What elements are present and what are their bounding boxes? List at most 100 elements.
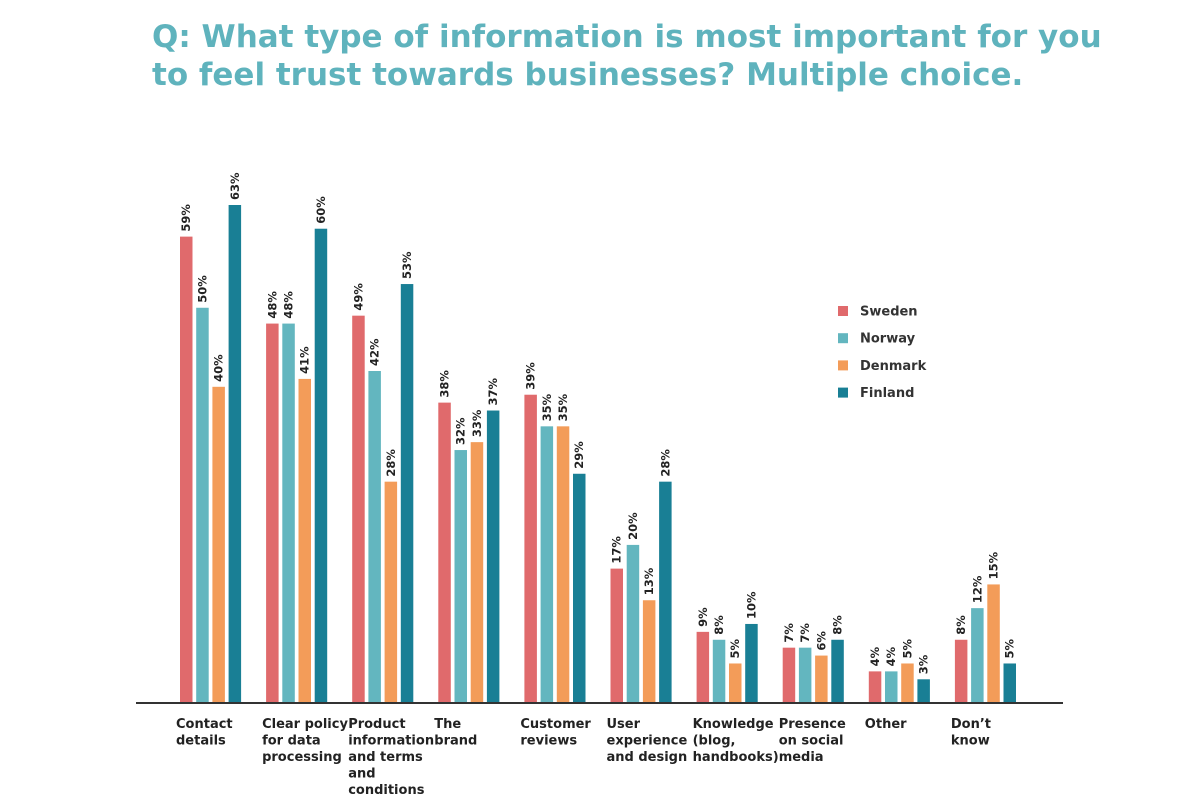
bar-denmark — [556, 426, 570, 703]
value-label-denmark: 41% — [298, 346, 312, 374]
value-label-norway: 35% — [540, 393, 554, 421]
bar-sweden — [868, 671, 882, 703]
value-label-norway: 12% — [970, 575, 984, 603]
bar-sweden — [610, 568, 623, 703]
legend-swatch-norway — [838, 333, 848, 344]
category-label: brand — [434, 734, 477, 749]
value-label-norway: 50% — [195, 275, 209, 303]
value-label-finland: 3% — [917, 654, 931, 674]
value-label-sweden: 59% — [179, 204, 193, 232]
category-label: Don’t — [951, 717, 991, 732]
bar-sweden — [266, 323, 279, 703]
category-label: Product — [348, 717, 405, 732]
bars-group — [180, 205, 1016, 703]
bar-norway — [626, 544, 640, 703]
bar-finland — [1003, 663, 1016, 703]
value-label-denmark: 5% — [728, 638, 742, 658]
category-label: Customer — [520, 717, 591, 732]
category-label: details — [176, 734, 226, 749]
category-labels-group: Contact details Clear policy for dataproces… — [176, 717, 991, 798]
bar-denmark — [729, 663, 742, 703]
bar-finland — [486, 410, 500, 703]
value-label-norway: 8% — [712, 615, 726, 635]
bar-norway — [971, 608, 984, 703]
bar-finland — [400, 284, 414, 703]
value-label-sweden: 4% — [868, 646, 882, 666]
bar-denmark — [384, 481, 398, 703]
value-label-finland: 60% — [314, 196, 328, 224]
category-label: experience — [607, 734, 688, 749]
chart-title: Q: What type of information is most impo… — [152, 18, 1152, 94]
category-label: Knowledge — [693, 717, 774, 732]
legend: Sweden Norway Denmark Finland — [838, 305, 927, 401]
bar-denmark — [212, 386, 225, 703]
category-label: conditions — [348, 783, 425, 798]
value-label-finland: 53% — [400, 251, 414, 279]
value-label-finland: 63% — [228, 172, 242, 200]
bar-norway — [368, 371, 381, 703]
value-label-sweden: 9% — [696, 607, 710, 627]
value-label-finland: 29% — [572, 441, 586, 469]
category-label: and terms — [348, 750, 423, 765]
bar-sweden — [524, 394, 537, 703]
value-label-norway: 32% — [454, 417, 468, 445]
category-label: Other — [865, 717, 907, 732]
bar-denmark — [987, 584, 1000, 703]
legend-label-norway: Norway — [860, 332, 916, 347]
category-label: and — [348, 767, 375, 782]
bar-norway — [798, 647, 812, 703]
bar-norway — [282, 323, 295, 703]
category-label: and design — [607, 750, 688, 765]
bar-norway — [885, 671, 898, 703]
value-labels-group: 59% 50% 40% 63% 48% 48% 41% 60% 49% 42% 28% 53% 38% 3… — [179, 172, 1017, 674]
bar-finland — [745, 623, 758, 703]
value-label-denmark: 28% — [384, 449, 398, 477]
legend-label-finland: Finland — [860, 386, 914, 401]
bar-sweden — [782, 647, 796, 703]
bar-denmark — [642, 600, 656, 703]
category-label: handbooks) — [693, 750, 779, 765]
bar-finland — [831, 639, 844, 703]
bar-norway — [196, 307, 209, 703]
bar-norway — [540, 426, 554, 703]
category-label: Contact — [176, 717, 233, 732]
category-label: The — [434, 717, 461, 732]
bar-finland — [314, 228, 328, 703]
value-label-norway: 42% — [368, 338, 382, 366]
category-label: on social — [779, 734, 844, 749]
value-label-sweden: 49% — [351, 283, 365, 311]
value-label-denmark: 15% — [987, 551, 1001, 579]
bar-sweden — [438, 402, 451, 703]
value-label-norway: 4% — [884, 646, 898, 666]
value-label-finland: 28% — [658, 449, 672, 477]
value-label-sweden: 38% — [438, 370, 452, 398]
category-label: reviews — [520, 734, 577, 749]
bar-sweden — [954, 639, 968, 703]
value-label-finland: 37% — [486, 378, 500, 406]
value-label-finland: 8% — [831, 615, 845, 635]
category-label: processing — [262, 750, 342, 765]
value-label-denmark: 5% — [900, 638, 914, 658]
category-label: User — [607, 717, 641, 732]
category-label: Presence — [779, 717, 846, 732]
value-label-norway: 48% — [282, 291, 296, 319]
legend-swatch-denmark — [838, 360, 848, 371]
value-label-sweden: 17% — [610, 536, 624, 564]
category-label: (blog, — [693, 734, 736, 749]
value-label-denmark: 6% — [814, 631, 828, 651]
bar-denmark — [901, 663, 914, 703]
category-label: know — [951, 734, 990, 749]
category-label: media — [779, 750, 824, 765]
bar-sweden — [180, 236, 193, 703]
bar-denmark — [815, 655, 828, 703]
bar-finland — [573, 473, 586, 703]
legend-label-sweden: Sweden — [860, 305, 918, 320]
value-label-denmark: 13% — [642, 567, 656, 595]
legend-label-denmark: Denmark — [860, 359, 927, 374]
value-label-denmark: 33% — [470, 409, 484, 437]
bar-denmark — [470, 442, 484, 703]
bar-norway — [712, 639, 726, 703]
value-label-norway: 20% — [626, 512, 640, 540]
category-label: Clear policy — [262, 717, 348, 732]
value-label-finland: 10% — [744, 591, 758, 619]
